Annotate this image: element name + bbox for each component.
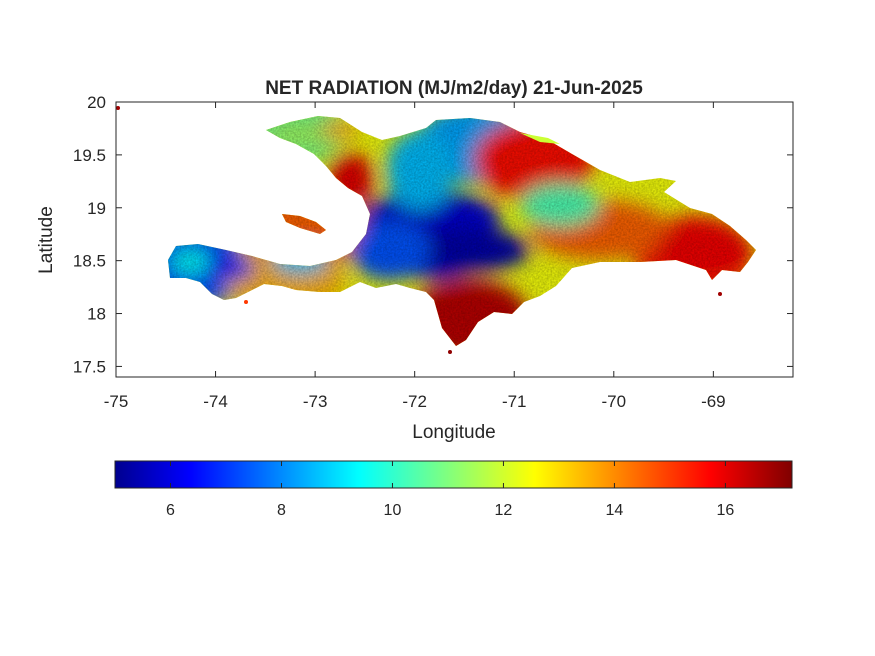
colorbar-tick-label: 16 xyxy=(717,502,735,519)
colorbar-ticks: 6 8 10 12 14 16 xyxy=(166,461,734,519)
colorbar-tick-label: 10 xyxy=(384,502,402,519)
y-axis: 17.5 18 18.5 19 19.5 20 xyxy=(73,93,793,376)
heatmap-fill xyxy=(168,116,756,346)
y-tick-label: 19 xyxy=(87,199,106,218)
colorbar-tick-label: 12 xyxy=(495,502,513,519)
x-tick-label: -73 xyxy=(303,392,328,411)
colorbar-tick-label: 14 xyxy=(606,502,624,519)
y-tick-label: 17.5 xyxy=(73,357,106,376)
y-axis-label: Latitude xyxy=(36,206,57,274)
y-tick-label: 18.5 xyxy=(73,252,106,271)
tortuga-island xyxy=(520,133,560,144)
x-tick-label: -75 xyxy=(104,392,129,411)
x-axis-label: Longitude xyxy=(412,422,495,443)
colorbar-tick-label: 6 xyxy=(166,502,175,519)
x-axis: -75 -74 -73 -72 -71 -70 -69 xyxy=(104,102,726,411)
islet xyxy=(116,106,120,110)
x-tick-label: -70 xyxy=(602,392,627,411)
x-tick-label: -71 xyxy=(502,392,527,411)
islet xyxy=(718,292,722,296)
heatmap-texture xyxy=(168,116,756,346)
islet xyxy=(448,350,452,354)
x-tick-label: -74 xyxy=(203,392,228,411)
islet xyxy=(244,300,248,304)
y-tick-label: 19.5 xyxy=(73,146,106,165)
x-tick-label: -72 xyxy=(402,392,427,411)
y-tick-label: 20 xyxy=(87,93,106,112)
heatmap-map xyxy=(116,106,756,354)
chart-title: NET RADIATION (MJ/m2/day) 21-Jun-2025 xyxy=(265,78,643,99)
colorbar-tick-label: 8 xyxy=(277,502,286,519)
colorbar xyxy=(114,460,793,489)
y-tick-label: 18 xyxy=(87,305,106,324)
axes-box xyxy=(115,101,794,378)
x-tick-label: -69 xyxy=(701,392,726,411)
